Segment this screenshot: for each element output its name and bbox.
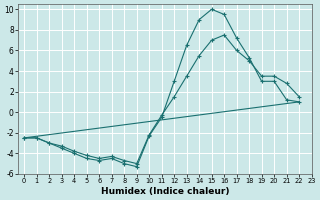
X-axis label: Humidex (Indice chaleur): Humidex (Indice chaleur) (100, 187, 229, 196)
